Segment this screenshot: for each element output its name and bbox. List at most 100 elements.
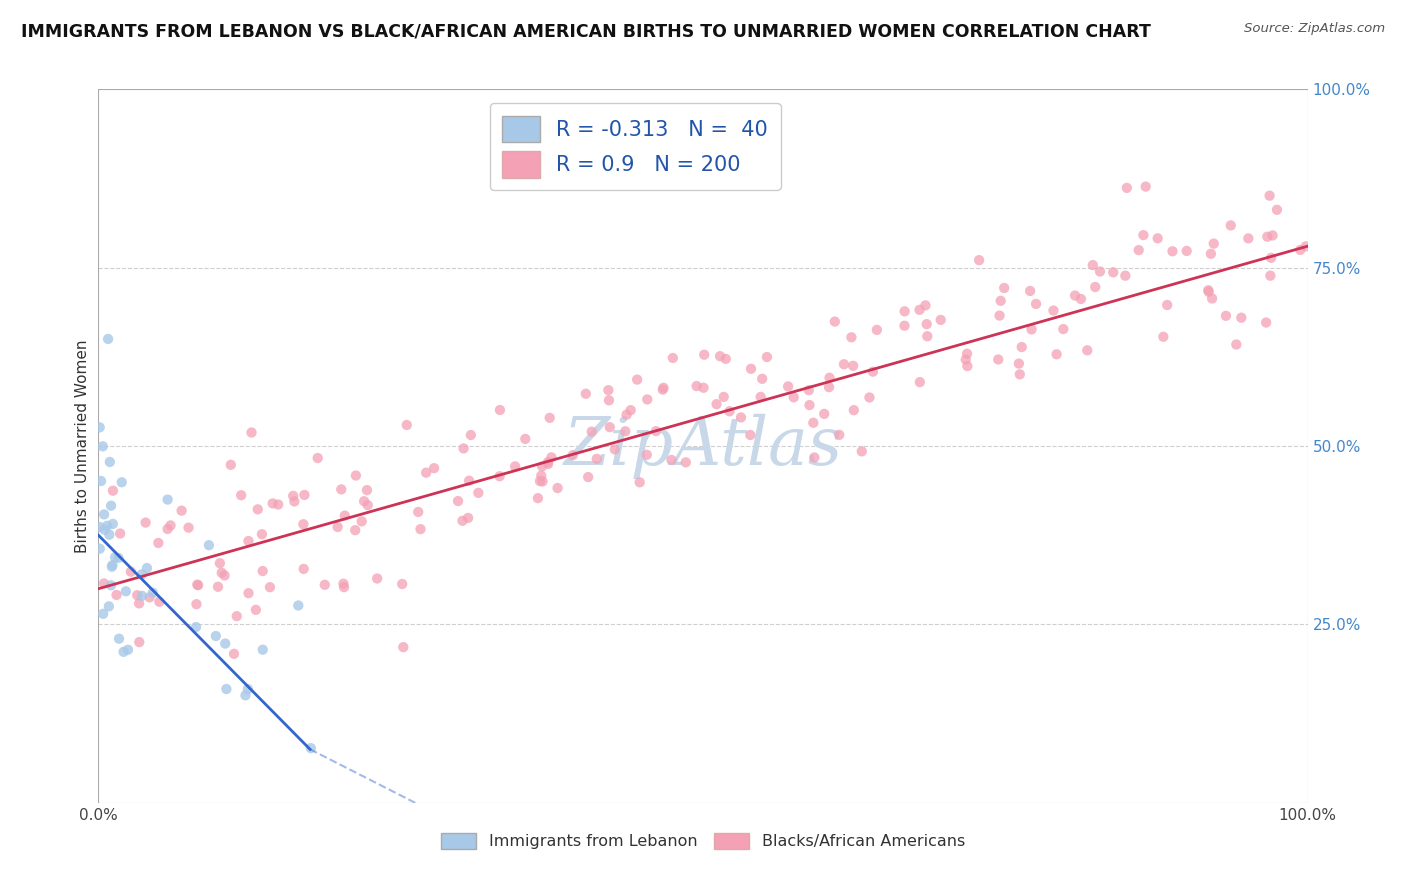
Point [652, 381, 675, 395]
Point [138, 591, 160, 605]
Point [131, 589, 153, 603]
Point [252, 564, 274, 578]
Point [1198, 285, 1220, 299]
Point [453, 442, 475, 456]
Point [993, 281, 1015, 295]
Point [259, 580, 281, 594]
Point [96, 518, 118, 533]
Point [661, 453, 683, 467]
Point [1156, 298, 1178, 312]
Point [818, 370, 841, 384]
Point [832, 357, 855, 371]
Point [131, 567, 153, 582]
Point [111, 475, 134, 490]
Point [783, 390, 806, 404]
Point [225, 609, 247, 624]
Point [108, 632, 131, 646]
Point [645, 424, 668, 438]
Point [955, 352, 977, 367]
Point [148, 536, 170, 550]
Point [184, 620, 207, 634]
Point [1289, 243, 1312, 257]
Point [1201, 292, 1223, 306]
Point [917, 329, 939, 343]
Point [451, 514, 474, 528]
Point [531, 475, 554, 489]
Point [636, 448, 658, 462]
Point [799, 398, 821, 412]
Point [824, 315, 846, 329]
Point [391, 577, 413, 591]
Point [1199, 247, 1222, 261]
Point [332, 576, 354, 591]
Point [447, 494, 470, 508]
Point [858, 391, 880, 405]
Point [503, 459, 526, 474]
Point [104, 550, 127, 565]
Point [208, 556, 231, 570]
Point [101, 558, 124, 573]
Point [415, 466, 437, 480]
Point [598, 383, 620, 397]
Point [252, 642, 274, 657]
Point [893, 318, 915, 333]
Point [1258, 188, 1281, 202]
Point [107, 550, 129, 565]
Point [238, 586, 260, 600]
Point [1052, 322, 1074, 336]
Point [97, 599, 120, 614]
Point [214, 568, 236, 582]
Point [1256, 229, 1278, 244]
Point [211, 566, 233, 580]
Point [314, 578, 336, 592]
Point [238, 534, 260, 549]
Point [1152, 330, 1174, 344]
Point [299, 741, 322, 756]
Point [115, 584, 138, 599]
Text: Source: ZipAtlas.com: Source: ZipAtlas.com [1244, 22, 1385, 36]
Point [529, 474, 551, 488]
Point [818, 380, 841, 394]
Point [489, 403, 512, 417]
Point [685, 379, 707, 393]
Point [603, 442, 626, 457]
Point [1197, 283, 1219, 297]
Point [537, 457, 560, 471]
Point [128, 635, 150, 649]
Point [395, 417, 418, 432]
Point [662, 351, 685, 365]
Point [651, 383, 673, 397]
Point [250, 527, 273, 541]
Point [1115, 181, 1137, 195]
Point [112, 645, 135, 659]
Point [713, 390, 735, 404]
Point [1260, 251, 1282, 265]
Point [908, 375, 931, 389]
Point [813, 407, 835, 421]
Point [127, 588, 149, 602]
Point [714, 351, 737, 366]
Point [283, 489, 305, 503]
Point [205, 629, 228, 643]
Point [866, 323, 889, 337]
Point [156, 522, 179, 536]
Point [186, 597, 208, 611]
Point [101, 559, 124, 574]
Point [267, 498, 290, 512]
Point [1202, 236, 1225, 251]
Point [198, 538, 221, 552]
Legend: Immigrants from Lebanon, Blacks/African Americans: Immigrants from Lebanon, Blacks/African … [434, 826, 972, 855]
Point [515, 432, 537, 446]
Point [120, 565, 142, 579]
Point [740, 361, 762, 376]
Point [187, 578, 209, 592]
Point [326, 520, 349, 534]
Point [142, 586, 165, 600]
Point [1081, 258, 1104, 272]
Point [1102, 265, 1125, 279]
Point [136, 561, 159, 575]
Point [93, 576, 115, 591]
Point [101, 516, 124, 531]
Point [219, 458, 242, 472]
Point [100, 499, 122, 513]
